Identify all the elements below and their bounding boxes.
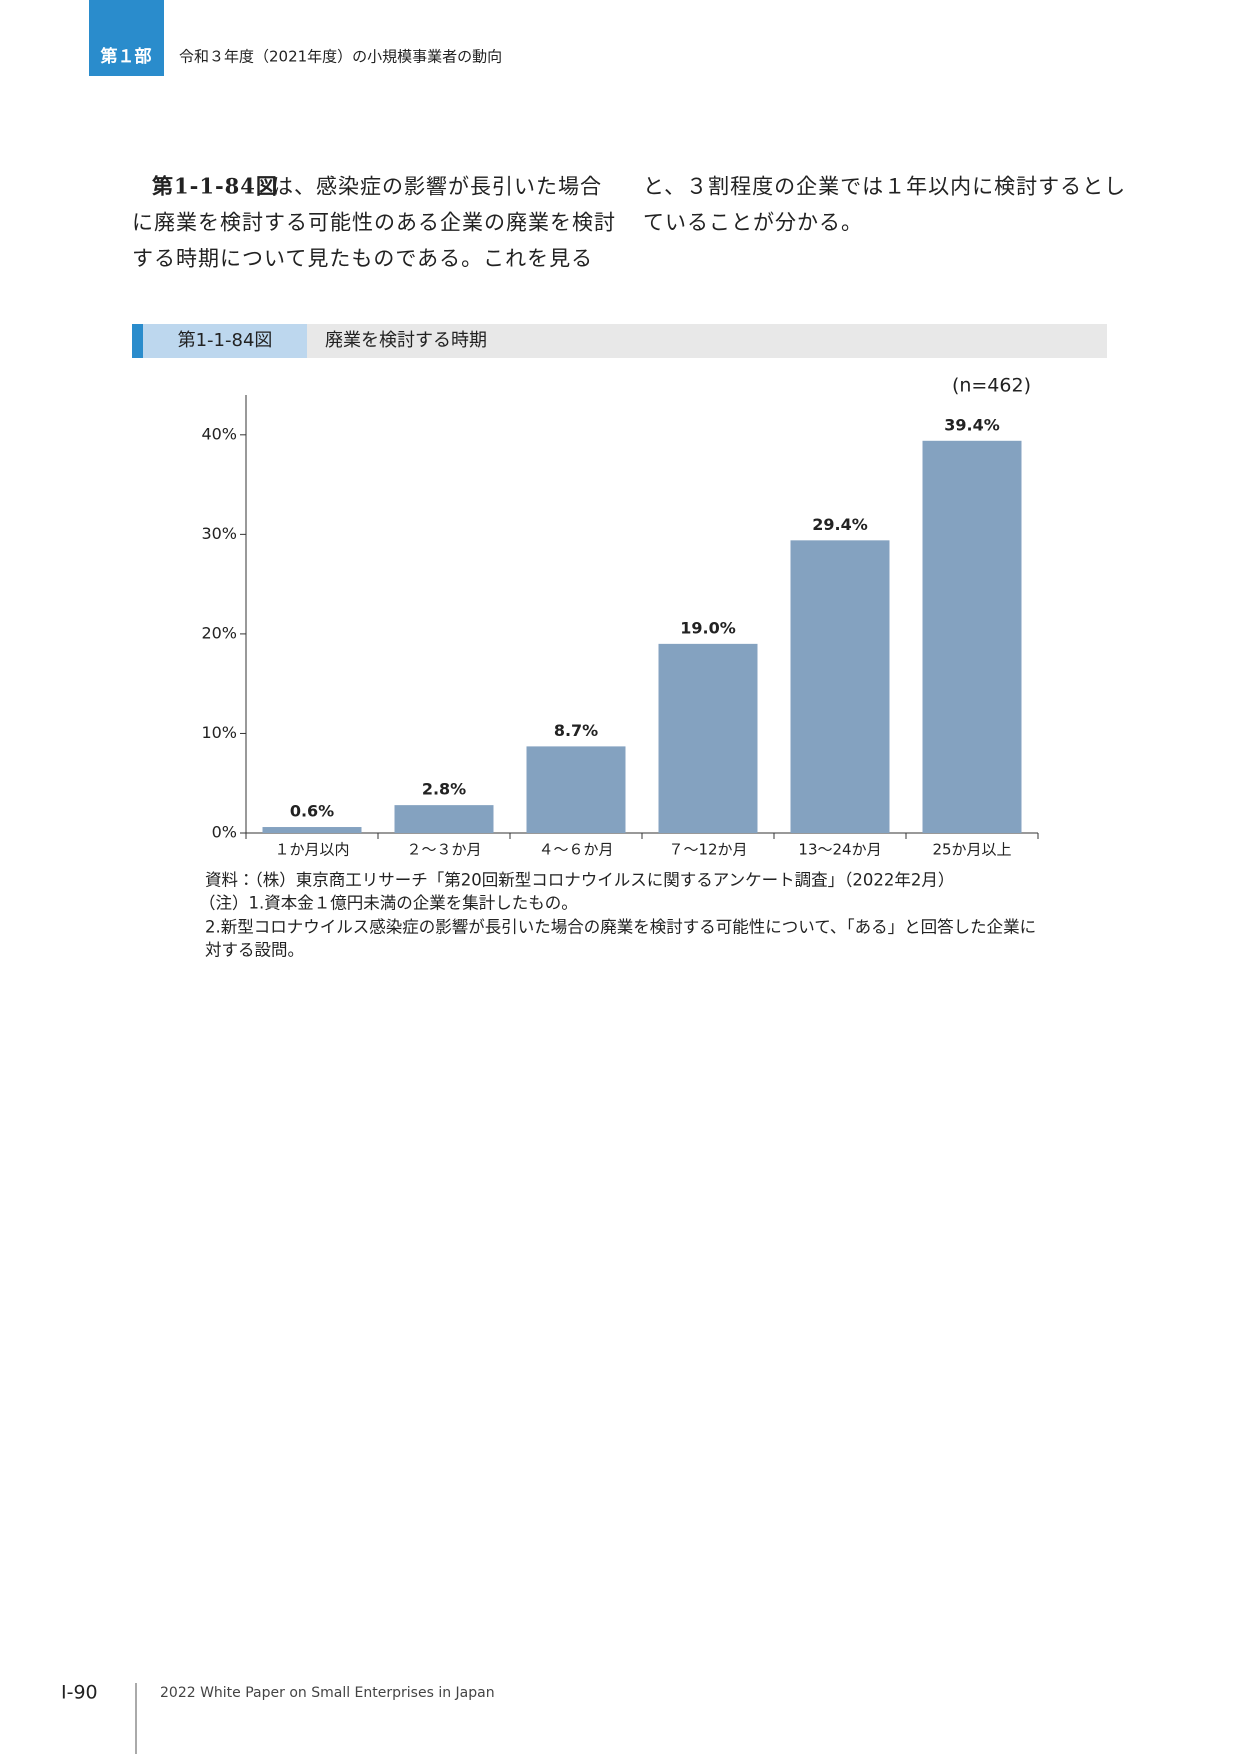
- figure-ref: 第1-1-84図: [152, 174, 278, 199]
- note: 2.新型コロナウイルス感染症の影響が長引いた場合の廃業を検討する可能性について、…: [205, 918, 1036, 937]
- bar: [658, 643, 758, 833]
- x-tick-label: 25か月以上: [932, 841, 1011, 859]
- chart: (n=462) 0% 10% 20% 30% 40% １か月以内 0.6% ２～３か月 2.8%…: [201, 375, 1039, 859]
- y-tick-label: 30%: [201, 524, 237, 543]
- x-tick-label: １か月以内: [274, 841, 349, 859]
- x-tick-label: ７～12か月: [668, 841, 747, 859]
- body-line: に廃業を検討する可能性のある企業の廃業を検討: [132, 211, 616, 235]
- body-line: と、３割程度の企業では１年以内に検討するとし: [643, 175, 1126, 199]
- bar: [262, 827, 362, 833]
- figure-title: 廃業を検討する時期: [325, 330, 487, 351]
- x-tick-label: ４～６か月: [538, 841, 613, 859]
- figure-number: 第1-1-84図: [178, 330, 273, 351]
- note: 対する設問。: [205, 941, 304, 960]
- figure-strip: [132, 324, 143, 358]
- figure-number-box: [143, 324, 307, 358]
- value-label: 8.7%: [554, 721, 598, 740]
- source-note: 資料：（株）東京商工リサーチ「第20回新型コロナウイルスに関するアンケート調査」…: [205, 871, 954, 890]
- value-label: 29.4%: [812, 515, 868, 534]
- bar: [922, 440, 1022, 833]
- part-badge: [89, 0, 164, 76]
- note: （注）1.資本金１億円未満の企業を集計したもの。: [199, 894, 578, 913]
- header-title: 令和３年度（2021年度）の小規模事業者の動向: [179, 48, 502, 66]
- bar: [394, 805, 494, 833]
- y-tick-label: 0%: [212, 823, 237, 842]
- y-tick-label: 40%: [201, 424, 237, 443]
- body-line: ていることが分かる。: [643, 211, 863, 235]
- x-tick-label: 13～24か月: [798, 841, 881, 859]
- y-tick-label: 20%: [201, 623, 237, 642]
- value-label: 39.4%: [944, 415, 1000, 434]
- value-label: 2.8%: [422, 780, 466, 799]
- y-tick-label: 10%: [201, 723, 237, 742]
- x-tick-label: ２～３か月: [406, 841, 481, 859]
- bar: [526, 746, 626, 833]
- page-number: I-90: [61, 1682, 98, 1704]
- body-line: する時期について見たものである。これを見る: [132, 247, 593, 271]
- bar: [790, 540, 890, 833]
- footer-text: 2022 White Paper on Small Enterprises in…: [160, 1685, 495, 1701]
- value-label: 0.6%: [290, 802, 334, 821]
- body-line: は、感染症の影響が長引いた場合: [272, 175, 602, 199]
- value-label: 19.0%: [680, 618, 736, 637]
- part-label: 第１部: [100, 46, 152, 67]
- sample-size: (n=462): [952, 375, 1031, 397]
